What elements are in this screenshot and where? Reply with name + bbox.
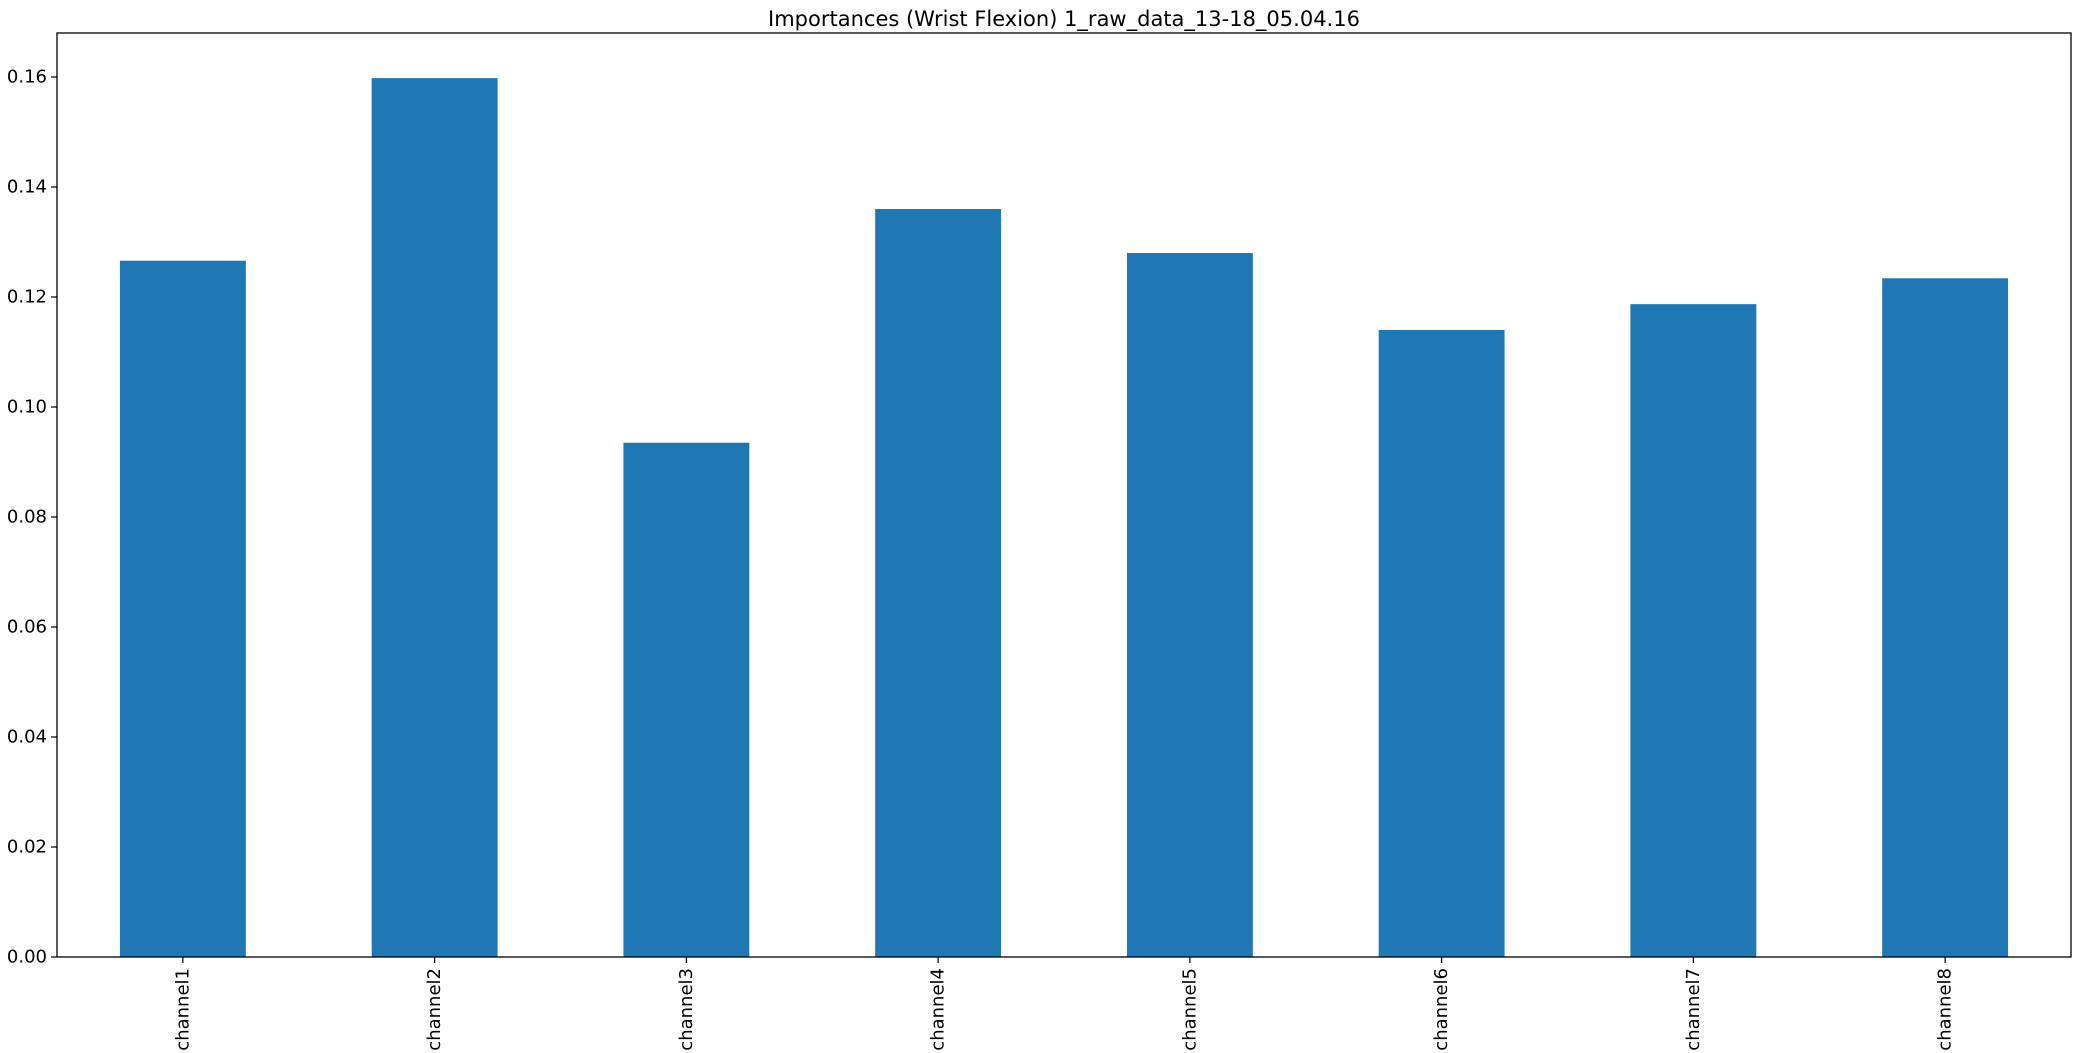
bar-channel8 xyxy=(1882,278,2009,957)
bar-channel7 xyxy=(1630,304,1757,957)
bar-channel5 xyxy=(1126,253,1253,957)
x-tick-label-channel4: channel4 xyxy=(928,968,949,1051)
y-axis: 0.00 0.02 0.04 0.06 0.08 0.10 0.12 0.14 0.16 xyxy=(7,67,57,968)
x-tick-label-channel1: channel1 xyxy=(172,968,193,1051)
y-tick-label-0.00: 0.00 xyxy=(7,947,47,968)
y-tick-label-0.12: 0.12 xyxy=(7,287,47,308)
x-tick-label-channel6: channel6 xyxy=(1431,968,1452,1051)
y-tick-label-0.02: 0.02 xyxy=(7,837,47,858)
chart-title: Importances (Wrist Flexion) 1_raw_data_1… xyxy=(768,7,1360,32)
bar-channel1 xyxy=(119,260,246,957)
y-tick-label-0.16: 0.16 xyxy=(7,67,47,88)
y-tick-label-0.04: 0.04 xyxy=(7,727,47,748)
y-tick-label-0.08: 0.08 xyxy=(7,507,47,528)
bars-layer xyxy=(119,78,2009,958)
y-tick-label-0.14: 0.14 xyxy=(7,177,47,198)
x-tick-label-channel5: channel5 xyxy=(1179,968,1200,1051)
bar-channel3 xyxy=(623,442,750,957)
x-tick-label-channel3: channel3 xyxy=(676,968,697,1051)
y-tick-label-0.10: 0.10 xyxy=(7,397,47,418)
x-tick-label-channel7: channel7 xyxy=(1683,968,1704,1051)
plot-frame xyxy=(56,32,2072,958)
x-axis: channel1 channel2 channel3 channel4 channel5… xyxy=(172,957,1956,1051)
bar-channel4 xyxy=(875,209,1002,957)
bar-channel2 xyxy=(371,78,498,958)
x-tick-label-channel2: channel2 xyxy=(424,968,445,1051)
y-tick-label-0.06: 0.06 xyxy=(7,617,47,638)
x-tick-label-channel8: channel8 xyxy=(1935,968,1956,1051)
bar-channel6 xyxy=(1378,330,1505,957)
